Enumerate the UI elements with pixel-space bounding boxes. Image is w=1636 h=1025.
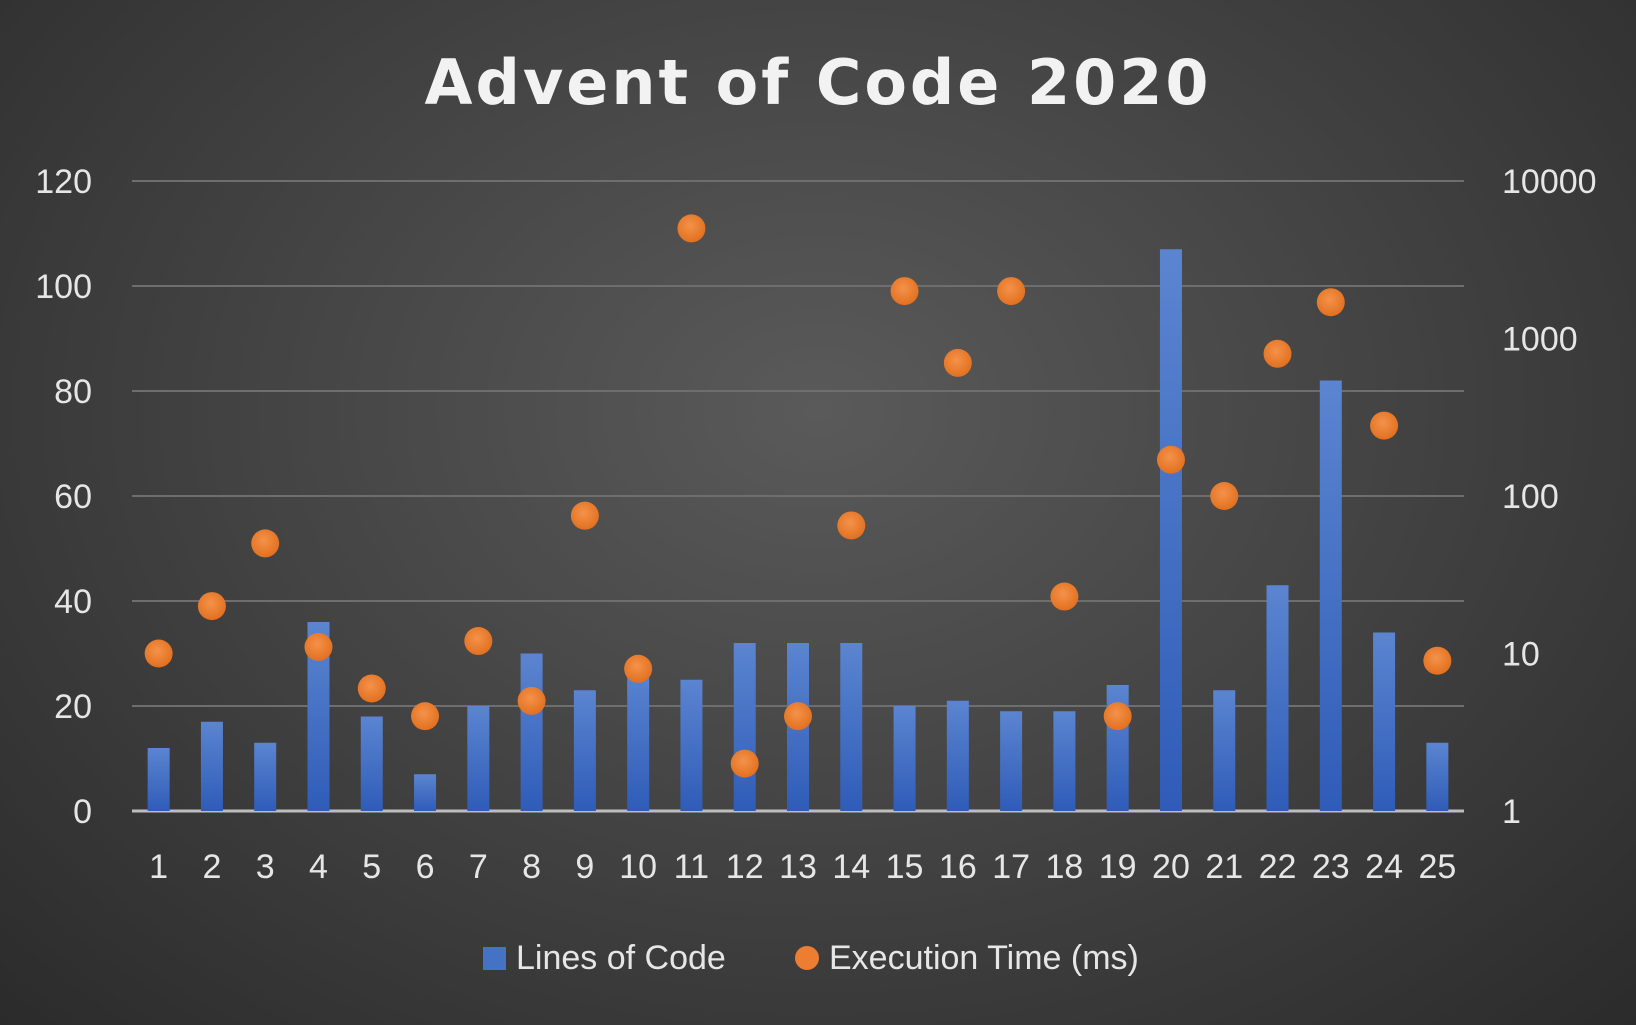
y-right-tick-label: 100 [1502, 478, 1559, 516]
chart-title: Advent of Code 2020 [424, 46, 1211, 119]
y-left-tick-label: 80 [54, 373, 92, 411]
x-tick-label: 12 [726, 848, 764, 886]
x-tick-label: 6 [416, 848, 435, 886]
point [784, 702, 812, 731]
x-tick-label: 16 [939, 848, 977, 886]
bar [360, 716, 383, 811]
point [251, 529, 280, 558]
points-execution-time [144, 214, 1452, 778]
bar [1000, 711, 1023, 811]
y-left-tick-label: 100 [35, 268, 92, 306]
point [411, 702, 440, 731]
x-tick-label: 5 [362, 848, 381, 886]
x-tick-label: 4 [309, 848, 328, 886]
x-tick-label: 20 [1152, 848, 1190, 886]
point [624, 654, 653, 683]
x-axis: 1 2 3 4 5 6 7 8 9 10 11 12 13 14 15 16 17 18 19 20 21 22 23 24 2… [149, 848, 1456, 886]
y-left-tick-label: 40 [54, 583, 92, 621]
legend-swatch-execution-time [795, 946, 819, 970]
bar [893, 706, 916, 811]
x-tick-label: 15 [886, 848, 924, 886]
x-tick-label: 13 [779, 848, 817, 886]
bar [414, 774, 437, 811]
bar [1053, 711, 1076, 811]
x-tick-label: 24 [1365, 848, 1403, 886]
bar [200, 721, 223, 811]
point [1316, 288, 1345, 317]
point [730, 749, 759, 778]
x-tick-label: 25 [1418, 848, 1456, 886]
x-tick-label: 11 [674, 848, 709, 886]
point [570, 501, 599, 530]
bar [680, 679, 703, 811]
point [677, 214, 706, 243]
x-tick-label: 21 [1205, 848, 1243, 886]
x-tick-label: 22 [1259, 848, 1297, 886]
y-right-tick-label: 10000 [1502, 163, 1597, 201]
bar [467, 706, 490, 811]
x-tick-label: 9 [575, 848, 594, 886]
point [1050, 582, 1079, 611]
x-tick-label: 2 [202, 848, 221, 886]
x-tick-label: 7 [469, 848, 488, 886]
point [890, 277, 919, 306]
point [1263, 339, 1292, 368]
bar [840, 643, 863, 811]
y-left-tick-label: 20 [54, 688, 92, 726]
legend-swatch-lines-of-code [483, 947, 506, 970]
point [1156, 445, 1185, 474]
x-tick-label: 14 [832, 848, 870, 886]
x-tick-label: 18 [1045, 848, 1083, 886]
bar [573, 690, 596, 811]
point [1370, 411, 1399, 440]
legend: Lines of Code Execution Time (ms) [483, 939, 1139, 977]
x-tick-label: 23 [1312, 848, 1350, 886]
y-right-tick-label: 10 [1502, 636, 1540, 674]
bar [520, 653, 543, 811]
y-axis-left: 0 20 40 60 80 100 120 [35, 163, 92, 831]
bar [1373, 632, 1396, 811]
point [304, 632, 333, 661]
legend-label-execution-time: Execution Time (ms) [829, 939, 1139, 977]
x-tick-label: 3 [256, 848, 275, 886]
x-tick-label: 1 [149, 848, 168, 886]
point [517, 686, 546, 715]
point [997, 277, 1026, 306]
x-tick-label: 19 [1099, 848, 1137, 886]
point [357, 674, 386, 703]
x-tick-label: 17 [992, 848, 1030, 886]
bar [254, 742, 277, 811]
bar [147, 748, 170, 811]
point [144, 639, 173, 668]
y-axis-right: 1 10 100 1000 10000 [1502, 163, 1597, 831]
bar [1319, 380, 1342, 811]
legend-label-lines-of-code: Lines of Code [516, 939, 726, 977]
bar [1213, 690, 1236, 811]
point [1210, 482, 1239, 510]
bar [1159, 249, 1182, 811]
point [197, 592, 226, 621]
point [464, 627, 493, 656]
bar [733, 643, 756, 811]
bar [307, 622, 330, 811]
y-left-tick-label: 120 [35, 163, 92, 201]
bar [627, 669, 650, 811]
point [1103, 702, 1132, 731]
bar [1266, 585, 1289, 811]
x-tick-label: 10 [619, 848, 657, 886]
y-left-tick-label: 60 [54, 478, 92, 516]
x-tick-label: 8 [522, 848, 541, 886]
y-right-tick-label: 1 [1502, 793, 1521, 831]
bar [946, 700, 969, 811]
gridlines [132, 180, 1464, 813]
point [1423, 646, 1452, 675]
y-left-tick-label: 0 [73, 793, 92, 831]
bar [1426, 742, 1449, 811]
point [943, 348, 972, 377]
y-right-tick-label: 1000 [1502, 321, 1578, 359]
point [837, 511, 866, 540]
